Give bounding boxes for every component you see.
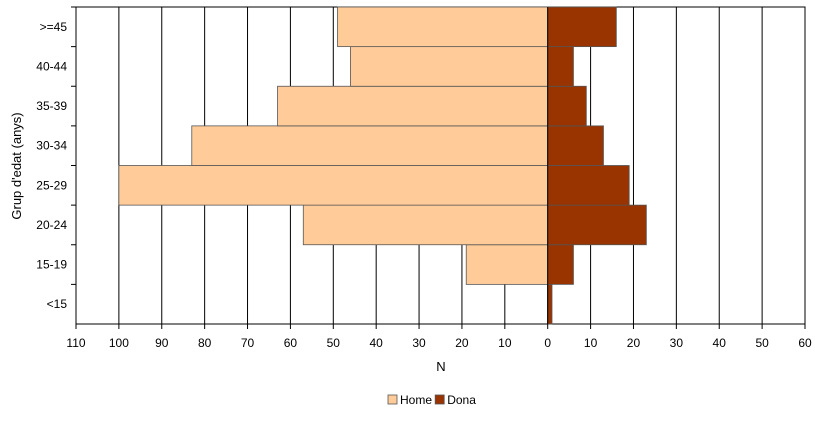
bar-home: [191, 125, 549, 166]
x-tick-label: 110: [66, 336, 85, 350]
bar-home: [277, 85, 549, 127]
bar-home: [118, 165, 549, 206]
x-tick-label: 70: [241, 336, 255, 350]
y-tick-label: 20-24: [36, 218, 67, 232]
x-tick-label: 10: [584, 336, 598, 350]
bar-home: [465, 244, 549, 285]
y-tick-label: 25-29: [36, 178, 67, 192]
x-tick-label: 90: [155, 336, 169, 350]
bar-dona: [547, 204, 647, 246]
axis-layer: 110 100 90 80 70 60 50 40 30 20 10 0 10 20 30 40 50 60<15…: [36, 6, 812, 350]
bar-home: [350, 46, 549, 87]
y-tick-label: <15: [47, 297, 68, 311]
x-tick-label: 20: [455, 336, 469, 350]
y-tick-label: 15-19: [36, 258, 67, 272]
y-axis-title: Grup d'edat (anys): [9, 112, 24, 219]
x-tick-label: 40: [369, 336, 383, 350]
x-tick-label: 40: [713, 336, 727, 350]
bar-dona: [547, 85, 587, 127]
bar-home: [337, 6, 549, 48]
legend-swatch-home: [387, 394, 398, 405]
bar-dona: [547, 283, 553, 325]
bar-dona: [547, 244, 574, 285]
y-tick-label: 35-39: [36, 99, 67, 113]
x-axis-title: N: [436, 359, 445, 374]
x-tick-label: 20: [627, 336, 641, 350]
x-tick-label: 30: [412, 336, 426, 350]
x-tick-label: 30: [670, 336, 684, 350]
bar-home: [302, 204, 549, 246]
bar-dona: [547, 125, 604, 166]
legend-label-dona: Dona: [447, 393, 476, 407]
x-tick-label: 100: [109, 336, 129, 350]
y-tick-label: >=45: [40, 20, 68, 34]
y-tick-label: 40-44: [36, 59, 67, 73]
x-tick-label: 60: [798, 336, 812, 350]
x-tick-label: 10: [498, 336, 512, 350]
bar-dona: [547, 46, 574, 87]
bars-layer: [118, 6, 647, 325]
chart-legend: Home Dona: [387, 393, 476, 407]
legend-label-home: Home: [400, 393, 432, 407]
x-tick-label: 50: [755, 336, 769, 350]
legend-swatch-dona: [434, 394, 445, 405]
bar-dona: [547, 165, 630, 206]
x-tick-label: 80: [198, 336, 212, 350]
x-tick-label: 50: [327, 336, 341, 350]
y-tick-label: 30-34: [36, 139, 67, 153]
bar-dona: [547, 6, 617, 48]
x-tick-label: 0: [544, 336, 551, 350]
x-tick-label: 60: [284, 336, 298, 350]
